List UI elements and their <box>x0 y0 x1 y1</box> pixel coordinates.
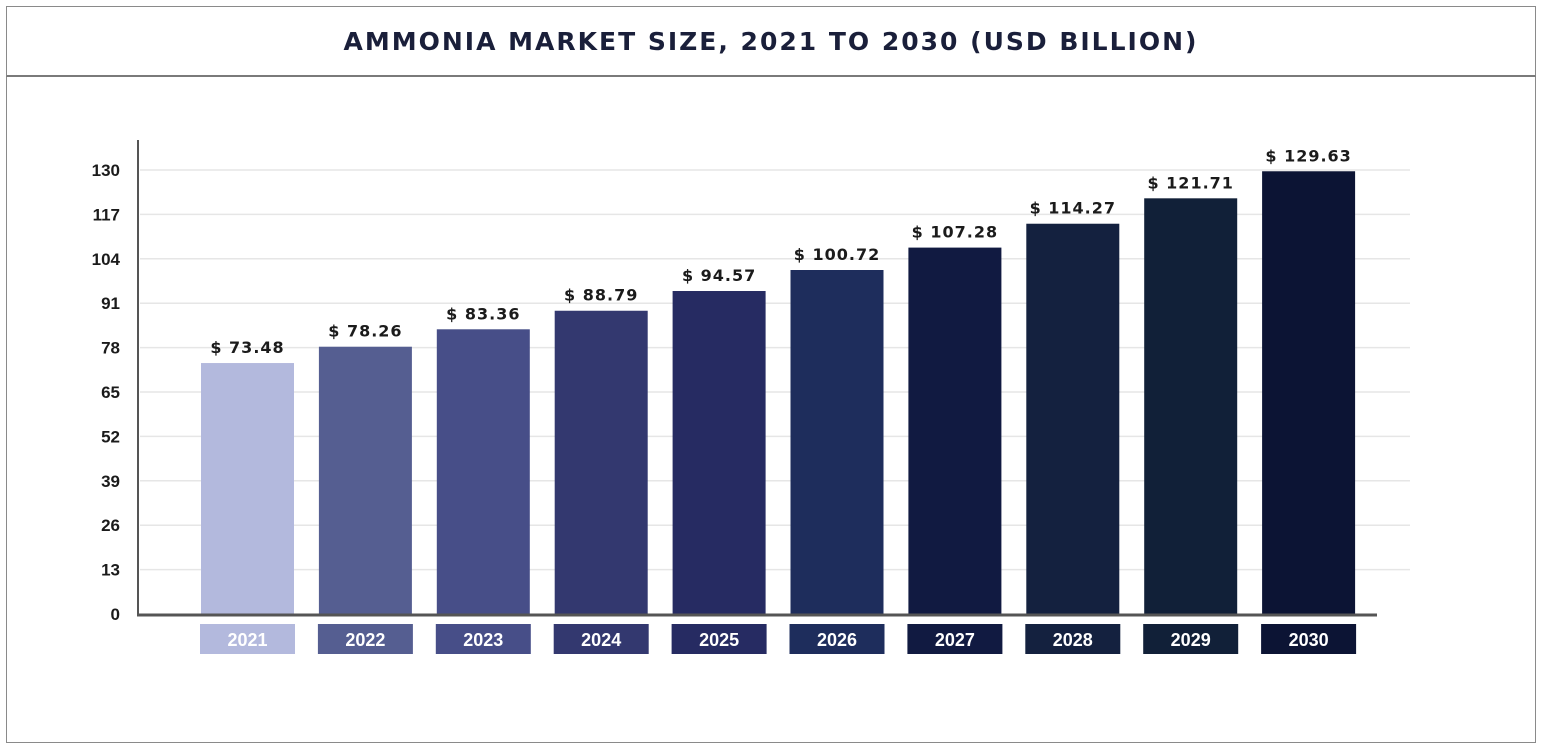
value-label: $ 73.48 <box>210 338 284 357</box>
title-bar: AMMONIA MARKET SIZE, 2021 TO 2030 (USD B… <box>6 6 1536 77</box>
y-tick-label: 13 <box>101 561 120 580</box>
value-label: $ 114.27 <box>1030 199 1116 218</box>
value-label: $ 78.26 <box>328 322 402 341</box>
bar-2026 <box>790 270 884 614</box>
y-axis-ticks: 0 13 26 39 52 65 78 91 104 117 130 <box>92 161 121 624</box>
bars: $ 73.48 $ 78.26 $ 83.36 $ 88.79 $ 94.57 $ 100… <box>201 146 1356 615</box>
x-tick-label: 2027 <box>935 630 975 650</box>
bar-2022 <box>318 346 412 614</box>
y-tick-label: 78 <box>101 339 120 358</box>
value-label: $ 83.36 <box>446 304 520 323</box>
y-tick-label: 39 <box>101 472 120 491</box>
bar-2025 <box>672 291 766 614</box>
x-label-box <box>1261 624 1357 654</box>
y-tick-label: 104 <box>92 250 121 269</box>
x-tick-label: 2022 <box>345 630 385 650</box>
y-tick-label: 0 <box>111 605 120 624</box>
x-tick-label: 2026 <box>817 630 857 650</box>
value-label: $ 94.57 <box>682 266 756 285</box>
value-label: $ 107.28 <box>912 223 998 242</box>
y-tick-label: 91 <box>101 294 120 313</box>
x-tick-label: 2025 <box>699 630 739 650</box>
y-tick-label: 52 <box>101 427 120 446</box>
value-label: $ 88.79 <box>564 286 638 305</box>
x-label-box <box>317 624 413 654</box>
x-tick-label: 2028 <box>1053 630 1093 650</box>
value-label: $ 121.71 <box>1147 173 1233 192</box>
x-tick-label: 2029 <box>1171 630 1211 650</box>
bar-2027 <box>908 247 1002 614</box>
x-label-box <box>1025 624 1121 654</box>
bar-2024 <box>554 310 648 614</box>
x-tick-label: 2024 <box>581 630 621 650</box>
bar-2021 <box>201 363 294 614</box>
x-label-box <box>1143 624 1239 654</box>
value-label: $ 129.63 <box>1265 146 1351 165</box>
bar-2029 <box>1144 198 1238 614</box>
x-tick-label: 2023 <box>463 630 503 650</box>
bar-2028 <box>1026 223 1120 614</box>
chart-title: AMMONIA MARKET SIZE, 2021 TO 2030 (USD B… <box>343 26 1199 56</box>
x-label-box <box>907 624 1003 654</box>
x-axis-labels: 2021 2022 2023 2024 2025 2026 2027 2028 2029 2030 <box>200 624 1357 654</box>
x-label-box <box>789 624 885 654</box>
x-label-box <box>671 624 767 654</box>
bar-2030 <box>1262 171 1356 615</box>
value-label: $ 100.72 <box>794 245 880 264</box>
y-tick-label: 65 <box>101 383 120 402</box>
x-tick-label: 2021 <box>227 630 267 650</box>
y-tick-label: 26 <box>101 516 120 535</box>
x-label-box <box>435 624 531 654</box>
y-tick-label: 117 <box>93 205 120 224</box>
x-label-box <box>200 624 295 654</box>
x-label-box <box>553 624 649 654</box>
bar-2023 <box>436 329 530 614</box>
y-tick-label: 130 <box>92 161 120 180</box>
x-tick-label: 2030 <box>1289 630 1329 650</box>
